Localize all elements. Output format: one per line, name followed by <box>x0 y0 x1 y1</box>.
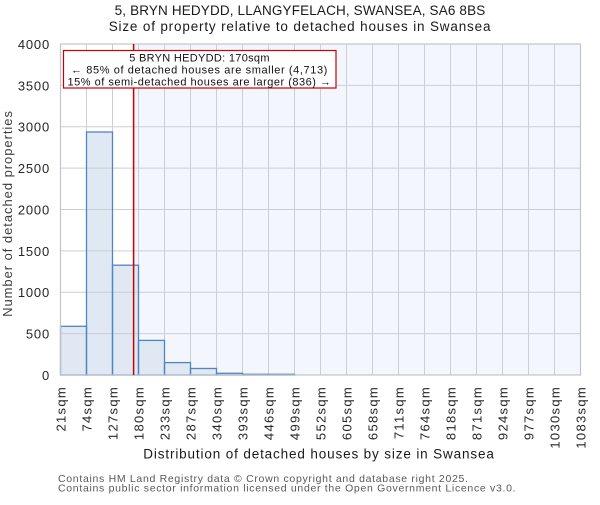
svg-text:818sqm: 818sqm <box>443 386 458 440</box>
svg-text:393sqm: 393sqm <box>235 386 250 440</box>
svg-text:2000: 2000 <box>18 202 50 217</box>
svg-text:3000: 3000 <box>18 120 50 135</box>
svg-text:3500: 3500 <box>18 78 50 93</box>
svg-text:Distribution of detached house: Distribution of detached houses by size … <box>143 446 494 461</box>
svg-text:340sqm: 340sqm <box>209 386 224 440</box>
svg-text:1030sqm: 1030sqm <box>547 386 562 449</box>
svg-text:1500: 1500 <box>18 244 50 259</box>
svg-text:605sqm: 605sqm <box>339 386 354 440</box>
svg-text:500: 500 <box>26 327 50 342</box>
svg-text:← 85% of detached houses are s: ← 85% of detached houses are smaller (4,… <box>71 65 328 77</box>
svg-text:446sqm: 446sqm <box>261 386 276 440</box>
svg-text:4000: 4000 <box>18 37 50 52</box>
svg-text:Contains public sector informa: Contains public sector information licen… <box>58 483 516 495</box>
svg-text:233sqm: 233sqm <box>157 386 172 440</box>
svg-text:180sqm: 180sqm <box>131 386 146 440</box>
svg-text:0: 0 <box>42 368 50 383</box>
svg-text:764sqm: 764sqm <box>417 386 432 440</box>
svg-text:499sqm: 499sqm <box>287 386 302 440</box>
svg-text:Number of detached properties: Number of detached properties <box>0 110 15 317</box>
svg-text:1000: 1000 <box>18 285 50 300</box>
svg-text:Contains HM Land Registry data: Contains HM Land Registry data © Crown c… <box>58 473 469 485</box>
svg-text:5, BRYN HEDYDD, LLANGYFELACH,: 5, BRYN HEDYDD, LLANGYFELACH, SWANSEA, S… <box>115 3 486 18</box>
svg-text:15% of semi-detached houses ar: 15% of semi-detached houses are larger (… <box>68 77 332 89</box>
svg-text:711sqm: 711sqm <box>391 386 406 439</box>
svg-text:Size of property relative to d: Size of property relative to detached ho… <box>109 19 492 34</box>
svg-text:21sqm: 21sqm <box>53 386 68 432</box>
svg-text:658sqm: 658sqm <box>365 386 380 440</box>
svg-text:2500: 2500 <box>18 161 50 176</box>
svg-text:127sqm: 127sqm <box>105 386 120 440</box>
svg-text:287sqm: 287sqm <box>183 386 198 440</box>
svg-text:74sqm: 74sqm <box>79 386 94 432</box>
svg-text:552sqm: 552sqm <box>313 386 328 440</box>
svg-text:1083sqm: 1083sqm <box>573 386 588 449</box>
svg-text:977sqm: 977sqm <box>521 386 536 440</box>
svg-text:871sqm: 871sqm <box>469 386 484 440</box>
svg-text:5 BRYN HEDYDD: 170sqm: 5 BRYN HEDYDD: 170sqm <box>129 53 270 65</box>
svg-text:924sqm: 924sqm <box>495 386 510 440</box>
